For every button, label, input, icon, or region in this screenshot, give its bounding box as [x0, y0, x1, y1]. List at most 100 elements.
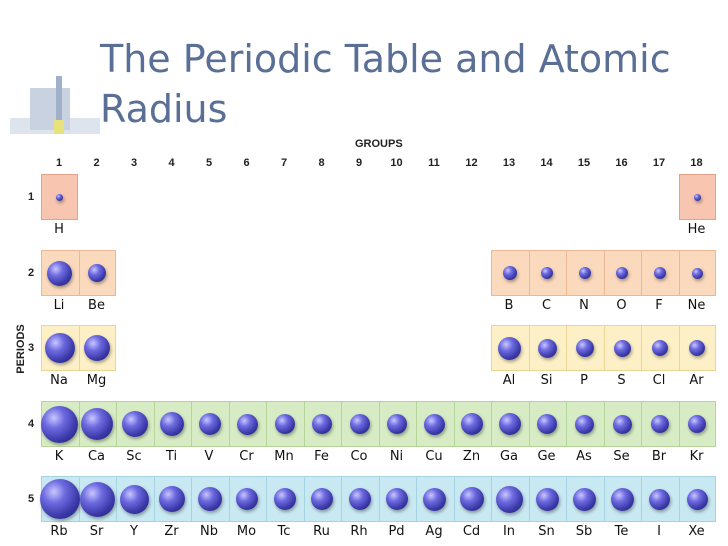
atom-cu: [424, 413, 445, 435]
atom-al: [498, 336, 521, 360]
atom-ru: [311, 488, 333, 510]
cell-divider: [678, 325, 680, 371]
cell-divider: [528, 250, 530, 296]
atom-as: [575, 414, 594, 434]
element-symbol-zr: Zr: [164, 524, 179, 539]
cell-divider: [116, 401, 117, 447]
element-symbol-mn: Mn: [274, 449, 294, 464]
cell-divider: [78, 401, 80, 447]
group-header-15: 15: [577, 157, 591, 169]
atom-rh: [348, 488, 371, 510]
atom-ar: [689, 340, 705, 356]
element-symbol-be: Be: [88, 298, 105, 313]
atom-y: [120, 484, 149, 514]
element-symbol-c: C: [541, 298, 552, 313]
cell-divider: [341, 476, 342, 522]
atom-kr: [688, 415, 706, 433]
atom-sr: [79, 481, 115, 517]
cell-divider: [603, 476, 605, 522]
element-symbol-tc: Tc: [277, 524, 291, 539]
atom-v: [198, 413, 221, 435]
cell-divider: [228, 401, 230, 447]
group-header-17: 17: [652, 157, 666, 169]
element-symbol-zn: Zn: [462, 449, 481, 464]
element-symbol-fe: Fe: [314, 449, 329, 464]
cell-divider: [641, 250, 642, 296]
element-symbol-as: As: [576, 449, 592, 464]
group-header-3: 3: [130, 157, 138, 169]
group-header-2: 2: [93, 157, 100, 169]
groups-axis-label: GROUPS: [355, 138, 403, 150]
element-symbol-co: Co: [350, 449, 368, 464]
group-header-9: 9: [355, 157, 363, 169]
element-symbol-in: In: [502, 524, 516, 539]
period-number-1: 1: [28, 191, 35, 203]
element-symbol-se: Se: [613, 449, 630, 464]
group-header-18: 18: [690, 157, 703, 169]
atom-b: [502, 266, 517, 280]
element-symbol-xe: Xe: [688, 524, 705, 539]
element-symbol-i: I: [657, 524, 661, 539]
atom-sb: [573, 487, 596, 511]
atom-p: [575, 339, 594, 357]
atom-mg: [84, 335, 110, 361]
group-header-6: 6: [243, 157, 250, 169]
atom-li: [47, 260, 72, 286]
atom-cr: [236, 413, 258, 435]
cell-divider: [566, 250, 567, 296]
period-5-band: [41, 476, 716, 522]
element-symbol-p: P: [580, 373, 588, 388]
element-symbol-ne: Ne: [687, 298, 706, 313]
atom-k: [41, 405, 78, 443]
element-symbol-si: Si: [540, 373, 553, 388]
atom-mn: [274, 414, 295, 434]
cell-divider: [528, 401, 530, 447]
element-symbol-ar: Ar: [689, 373, 704, 388]
period-2-band: [491, 250, 716, 296]
cell-divider: [528, 476, 530, 522]
element-symbol-ti: Ti: [165, 449, 178, 464]
cell-divider: [416, 401, 417, 447]
cell-divider: [641, 401, 642, 447]
element-symbol-sc: Sc: [126, 449, 142, 464]
element-symbol-cu: Cu: [425, 449, 443, 464]
element-symbol-cd: Cd: [462, 524, 481, 539]
cell-divider: [116, 476, 117, 522]
atom-na: [44, 333, 75, 363]
group-header-11: 11: [428, 157, 440, 169]
group-header-14: 14: [540, 157, 553, 169]
atom-mo: [236, 488, 258, 510]
atom-s: [613, 339, 631, 357]
atom-zn: [461, 413, 483, 435]
slide-title-line2: Radius: [100, 87, 228, 131]
element-symbol-al: Al: [502, 373, 516, 388]
atom-ga: [498, 413, 521, 435]
element-symbol-li: Li: [53, 298, 65, 313]
atom-ni: [387, 414, 407, 434]
cell-divider: [416, 476, 417, 522]
element-symbol-v: V: [204, 449, 214, 464]
cell-divider: [491, 401, 492, 447]
period-number-2: 2: [28, 267, 35, 279]
atom-c: [541, 267, 553, 279]
element-symbol-pd: Pd: [388, 524, 405, 539]
group-header-7: 7: [280, 157, 288, 169]
cell-divider: [453, 476, 455, 522]
cell-divider: [303, 401, 305, 447]
cell-divider: [78, 250, 80, 296]
cell-divider: [603, 250, 605, 296]
element-symbol-kr: Kr: [689, 449, 704, 464]
slide-title-line1: The Periodic Table and Atomic: [100, 37, 671, 81]
cell-divider: [603, 401, 605, 447]
period-number-4: 4: [28, 418, 35, 430]
atom-o: [616, 267, 628, 279]
element-symbol-cr: Cr: [239, 449, 254, 464]
element-symbol-o: O: [616, 298, 627, 313]
element-symbol-b: B: [504, 298, 514, 313]
element-symbol-ni: Ni: [389, 449, 404, 464]
atom-i: [649, 488, 670, 510]
cell-divider: [341, 401, 342, 447]
group-header-4: 4: [168, 157, 175, 169]
group-header-5: 5: [205, 157, 213, 169]
